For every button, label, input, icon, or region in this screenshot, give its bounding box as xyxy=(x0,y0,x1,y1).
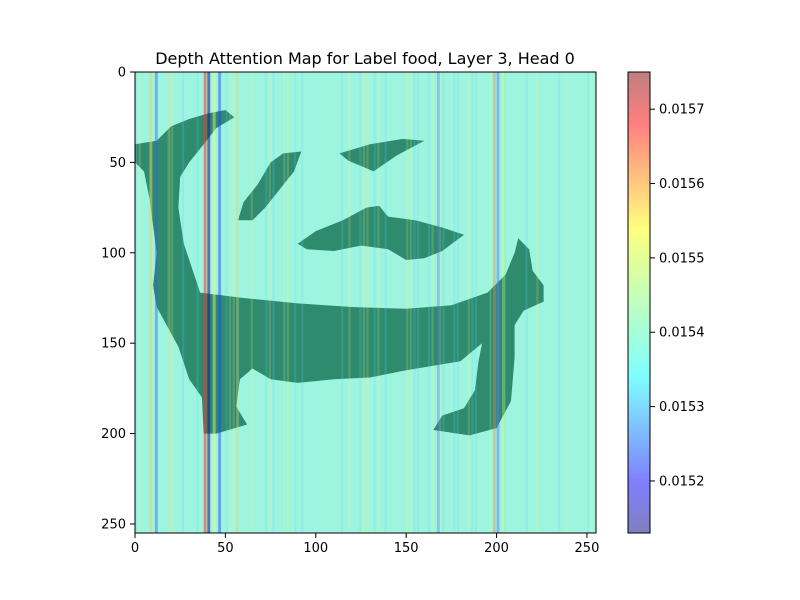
colorbar-frame xyxy=(627,71,651,534)
attention-streak xyxy=(154,72,158,533)
attention-streak xyxy=(492,72,496,533)
attention-streak xyxy=(489,72,492,533)
colorbar-tick-label: 0.0154 xyxy=(659,326,705,341)
attention-streak xyxy=(283,72,286,533)
attention-streak xyxy=(265,72,268,533)
attention-streak xyxy=(565,72,568,533)
attention-streak xyxy=(525,72,528,533)
heatmap-image xyxy=(135,72,596,533)
attention-streak xyxy=(149,72,153,533)
attention-streak xyxy=(501,72,505,533)
attention-streak xyxy=(301,72,304,533)
y-axis: 0 50 100 150 200 250 xyxy=(101,66,135,532)
attention-streak xyxy=(409,72,412,533)
attention-streak xyxy=(413,72,416,533)
attention-streak xyxy=(171,72,174,533)
attention-streak xyxy=(496,72,499,533)
attention-streak xyxy=(406,72,409,533)
y-tick-label: 200 xyxy=(101,427,126,442)
attention-streak xyxy=(467,72,470,533)
attention-streak xyxy=(196,72,199,533)
attention-streak xyxy=(474,72,478,533)
attention-streak xyxy=(436,72,440,533)
attention-streak xyxy=(456,72,459,533)
attention-streak xyxy=(268,72,271,533)
attention-streak xyxy=(250,72,253,533)
attention-streak xyxy=(536,72,539,533)
colorbar-tick-label: 0.0157 xyxy=(659,103,705,118)
chart-title: Depth Attention Map for Label food, Laye… xyxy=(155,49,575,68)
colorbar-tick-label: 0.0152 xyxy=(659,474,705,489)
attention-streak xyxy=(203,72,207,533)
attention-streak xyxy=(362,72,365,533)
attention-streak xyxy=(229,72,232,533)
x-tick-label: 250 xyxy=(575,541,600,556)
attention-streak xyxy=(182,72,185,533)
attention-streak xyxy=(236,72,239,533)
attention-streak xyxy=(377,72,380,533)
attention-streak xyxy=(218,72,222,533)
depth-mask-region xyxy=(135,110,544,436)
plot-frame xyxy=(134,71,597,534)
y-tick-label: 100 xyxy=(101,246,126,261)
attention-streak xyxy=(442,72,445,533)
colorbar-tick-label: 0.0153 xyxy=(659,400,705,415)
attention-streak xyxy=(232,72,235,533)
attention-streak xyxy=(294,72,297,533)
colorbar-tick-label: 0.0155 xyxy=(659,251,705,266)
attention-streak xyxy=(471,72,474,533)
attention-streak xyxy=(348,72,351,533)
colorbar-gradient xyxy=(628,72,650,533)
x-axis: 0 50 100 150 200 250 xyxy=(131,533,600,556)
attention-streak xyxy=(236,72,240,533)
attention-streak xyxy=(503,72,506,533)
y-tick-label: 50 xyxy=(109,156,126,171)
y-tick-label: 250 xyxy=(101,517,126,532)
attention-streak xyxy=(207,72,211,533)
attention-streak xyxy=(417,72,420,533)
attention-streak xyxy=(135,72,138,533)
heatmap-plot-area xyxy=(134,71,597,534)
attention-streak xyxy=(272,72,275,533)
x-tick-label: 0 xyxy=(131,541,139,556)
y-tick-label: 0 xyxy=(118,66,126,81)
attention-streak xyxy=(431,72,434,533)
attention-streak xyxy=(359,72,362,533)
attention-streak xyxy=(138,72,141,533)
x-tick-label: 100 xyxy=(303,541,328,556)
attention-streak xyxy=(225,72,228,533)
y-tick-label: 150 xyxy=(101,337,126,352)
x-tick-label: 150 xyxy=(394,541,419,556)
attention-streak xyxy=(558,72,561,533)
attention-streak xyxy=(366,72,369,533)
attention-streak xyxy=(586,72,590,533)
attention-streak xyxy=(438,72,441,533)
attention-streak xyxy=(384,72,387,533)
colorbar: 0.0152 0.0153 0.0154 0.0155 0.0156 0.0157 xyxy=(627,71,705,534)
attention-streak xyxy=(149,72,152,533)
depth-mask-region xyxy=(339,138,425,172)
attention-streak xyxy=(496,72,500,533)
attention-streak xyxy=(167,72,171,533)
attention-streak xyxy=(453,72,456,533)
attention-streak xyxy=(286,72,290,533)
attention-streak xyxy=(590,72,593,533)
attention-streak xyxy=(427,72,431,533)
colorbar-ticks: 0.0152 0.0153 0.0154 0.0155 0.0156 0.0157 xyxy=(650,103,705,489)
x-tick-label: 50 xyxy=(217,541,234,556)
attention-streak xyxy=(341,72,344,533)
attention-streak xyxy=(373,72,376,533)
x-tick-label: 200 xyxy=(484,541,509,556)
attention-streak xyxy=(212,72,216,533)
depth-mask-region xyxy=(297,205,464,260)
colorbar-tick-label: 0.0156 xyxy=(659,177,705,192)
depth-mask-region xyxy=(238,151,302,221)
